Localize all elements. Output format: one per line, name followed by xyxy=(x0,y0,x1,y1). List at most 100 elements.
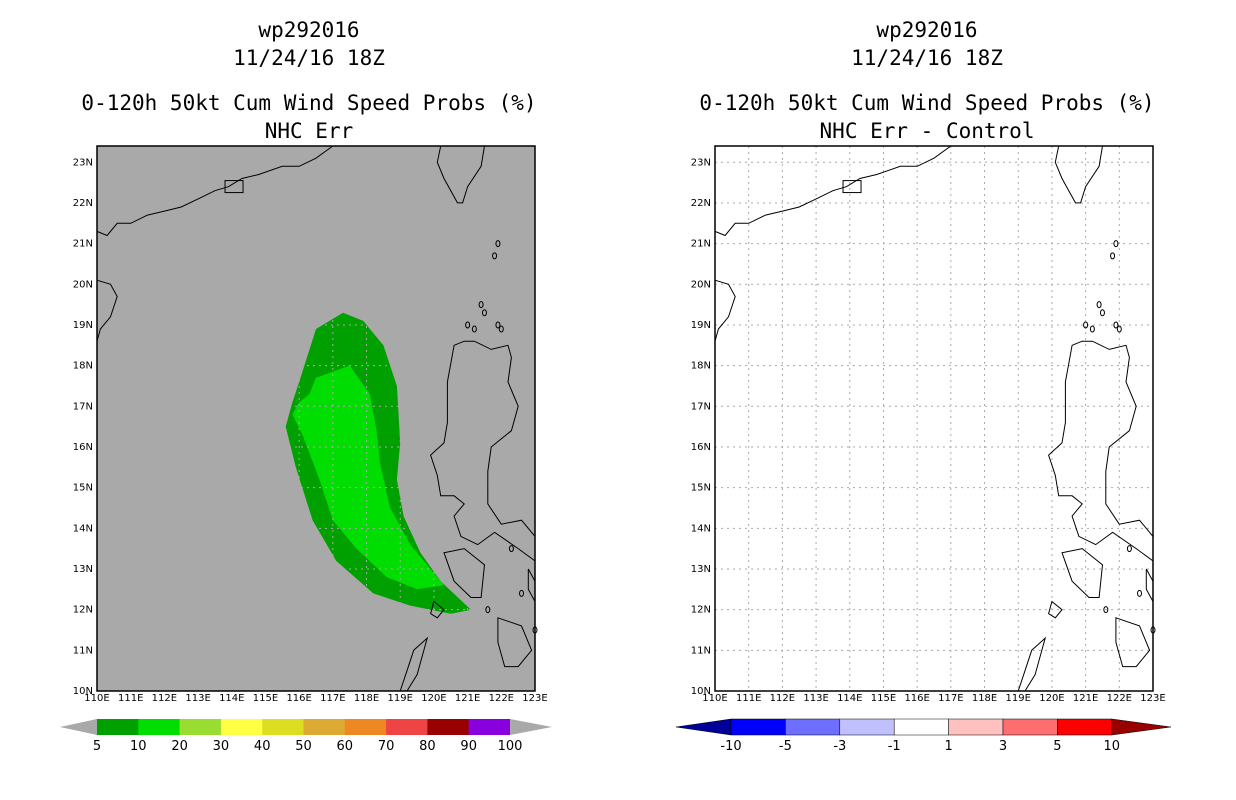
colorbar-label: 40 xyxy=(254,739,271,754)
colorbar-swatch xyxy=(97,719,139,735)
datetime-title: 11/24/16 18Z xyxy=(233,46,385,70)
colorbar: -10 -5 -3 -1 1 3 5 10 xyxy=(675,718,1172,754)
colorbar-swatch xyxy=(427,719,470,735)
colorbar-label: 50 xyxy=(295,739,312,754)
lat-tick-label: 20N xyxy=(691,279,711,290)
coast-islet xyxy=(495,321,501,329)
colorbar-label: 70 xyxy=(378,739,395,754)
coast-islet xyxy=(1110,252,1116,260)
coast-islet xyxy=(492,252,498,260)
lon-tick-label: 122E xyxy=(489,693,514,704)
coast-islet xyxy=(1083,321,1089,329)
product-title: 0-120h 50kt Cum Wind Speed Probs (%) xyxy=(81,91,537,115)
colorbar-swatch xyxy=(1002,718,1058,736)
colorbar-swatch xyxy=(303,719,346,735)
colorbar-swatch xyxy=(138,719,181,735)
coast-islet xyxy=(471,325,477,333)
colorbar-label: 3 xyxy=(999,739,1007,754)
coast-china xyxy=(714,145,952,237)
coast-islet xyxy=(1116,325,1122,333)
coast-islet xyxy=(1103,606,1109,614)
colorbar-swatch xyxy=(220,719,263,735)
gridlines xyxy=(715,146,1153,691)
lat-tick-label: 12N xyxy=(73,605,93,616)
colorbar-swatch xyxy=(948,718,1004,736)
lat-tick-label: 18N xyxy=(691,361,711,372)
lon-tick-label: 114E xyxy=(219,693,244,704)
colorbar-label: -5 xyxy=(779,739,792,754)
coast-mindoro xyxy=(1061,548,1104,598)
lon-tick-label: 113E xyxy=(803,693,828,704)
lon-tick-label: 119E xyxy=(1006,693,1031,704)
coast-islet xyxy=(519,589,525,597)
storm-id-title: wp292016 xyxy=(876,18,978,42)
coast-hainan xyxy=(96,279,118,342)
lon-tick-label: 118E xyxy=(354,693,379,704)
panel-subtitle: NHC Err xyxy=(264,119,354,143)
right-panel: wp292016 11/24/16 18Z 0-120h 50kt Cum Wi… xyxy=(618,0,1236,800)
lat-tick-label: 22N xyxy=(73,198,93,209)
probability-map: 110E 111E 112E 113E 114E 115E 116E 117E 118E 119E… xyxy=(60,145,552,754)
coast-islet xyxy=(1089,325,1095,333)
coast-calamian xyxy=(430,600,445,619)
datetime-title: 11/24/16 18Z xyxy=(851,46,1003,70)
colorbar-swatch xyxy=(386,719,428,735)
coast-islet xyxy=(1113,321,1119,329)
lat-tick-label: 14N xyxy=(73,523,93,534)
lon-tick-label: 120E xyxy=(1039,693,1064,704)
map-frame xyxy=(714,145,1154,692)
colorbar-label: 10 xyxy=(130,739,147,754)
lat-tick-label: 20N xyxy=(73,279,93,290)
lon-tick-label: 116E xyxy=(286,693,311,704)
lat-tick-label: 18N xyxy=(73,361,93,372)
lon-tick-label: 114E xyxy=(837,693,862,704)
lon-tick-label: 115E xyxy=(871,693,896,704)
colorbar-label: 20 xyxy=(171,739,188,754)
lat-tick-label: 17N xyxy=(73,401,93,412)
colorbar-cap-low xyxy=(675,718,732,736)
coast-islet xyxy=(495,240,501,248)
lat-tick-label: 14N xyxy=(691,523,711,534)
coast-islet xyxy=(1113,240,1119,248)
colorbar-label: 5 xyxy=(1053,739,1061,754)
colorbar-swatch xyxy=(893,718,949,736)
colorbar-swatch xyxy=(468,719,511,735)
colorbar-label: 1 xyxy=(944,739,952,754)
coast-islet xyxy=(1137,589,1143,597)
colorbar-label: 30 xyxy=(213,739,230,754)
coast-islet xyxy=(481,309,487,317)
colorbar-swatch xyxy=(179,719,222,735)
colorbar-label: -1 xyxy=(888,739,901,754)
lat-tick-label: 15N xyxy=(691,483,711,494)
lon-tick-label: 113E xyxy=(185,693,210,704)
lon-tick-label: 121E xyxy=(455,693,480,704)
colorbar-label: -3 xyxy=(833,739,846,754)
lon-tick-label: 117E xyxy=(938,693,963,704)
left-panel: wp292016 11/24/16 18Z 0-120h 50kt Cum Wi… xyxy=(60,18,552,754)
colorbar-label: 10 xyxy=(1104,739,1121,754)
colorbar-label: 80 xyxy=(419,739,436,754)
lon-tick-label: 118E xyxy=(972,693,997,704)
lat-tick-label: 11N xyxy=(691,645,711,656)
lon-tick-label: 111E xyxy=(118,693,143,704)
lon-tick-label: 123E xyxy=(1140,693,1165,704)
lat-tick-label: 23N xyxy=(691,157,711,168)
lat-tick-label: 15N xyxy=(73,483,93,494)
colorbar-label: 60 xyxy=(337,739,354,754)
lat-tick-label: 12N xyxy=(691,605,711,616)
colorbar-label: 100 xyxy=(498,739,523,754)
lat-tick-label: 10N xyxy=(73,686,93,697)
colorbar-label: 90 xyxy=(460,739,477,754)
lon-tick-label: 115E xyxy=(253,693,278,704)
colorbar-label: 5 xyxy=(93,739,101,754)
lon-tick-label: 119E xyxy=(388,693,413,704)
lat-tick-label: 13N xyxy=(73,564,93,575)
coast-hainan xyxy=(714,279,736,342)
colorbar-cap-high xyxy=(510,719,552,735)
coast-panay xyxy=(1115,617,1151,668)
lon-tick-label: 110E xyxy=(702,693,727,704)
coast-islet xyxy=(1126,545,1132,553)
gridlines xyxy=(97,146,535,691)
coast-hongkong xyxy=(224,180,244,194)
storm-id-title: wp292016 xyxy=(258,18,360,42)
